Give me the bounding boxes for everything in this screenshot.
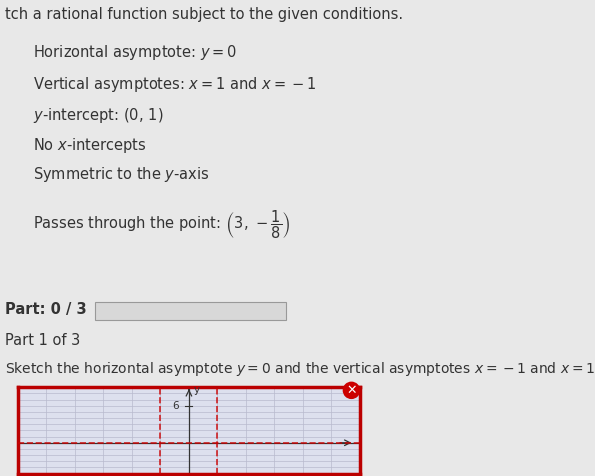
Text: Sketch the horizontal asymptote $y = 0$ and the vertical asymptotes $x = -1$ and: Sketch the horizontal asymptote $y = 0$ …	[5, 360, 595, 377]
Text: $y$-intercept: $\left(0,\, 1\right)$: $y$-intercept: $\left(0,\, 1\right)$	[33, 106, 163, 125]
Text: Horizontal asymptote: $y = 0$: Horizontal asymptote: $y = 0$	[33, 43, 237, 62]
Text: Part: 0 / 3: Part: 0 / 3	[5, 302, 86, 317]
Text: No $x$-intercepts: No $x$-intercepts	[33, 136, 146, 155]
Text: ✕: ✕	[346, 384, 356, 397]
Text: Passes through the point: $\left(3,\, -\dfrac{1}{8}\right)$: Passes through the point: $\left(3,\, -\…	[33, 208, 290, 240]
Text: tch a rational function subject to the given conditions.: tch a rational function subject to the g…	[5, 7, 403, 22]
Text: y: y	[194, 386, 200, 396]
FancyBboxPatch shape	[95, 302, 286, 320]
Text: Part 1 of 3: Part 1 of 3	[5, 333, 80, 348]
Text: Symmetric to the $y$-axis: Symmetric to the $y$-axis	[33, 165, 209, 184]
Text: Vertical asymptotes: $x = 1$ and $x = -1$: Vertical asymptotes: $x = 1$ and $x = -1…	[33, 75, 316, 94]
Text: 6: 6	[173, 401, 179, 411]
